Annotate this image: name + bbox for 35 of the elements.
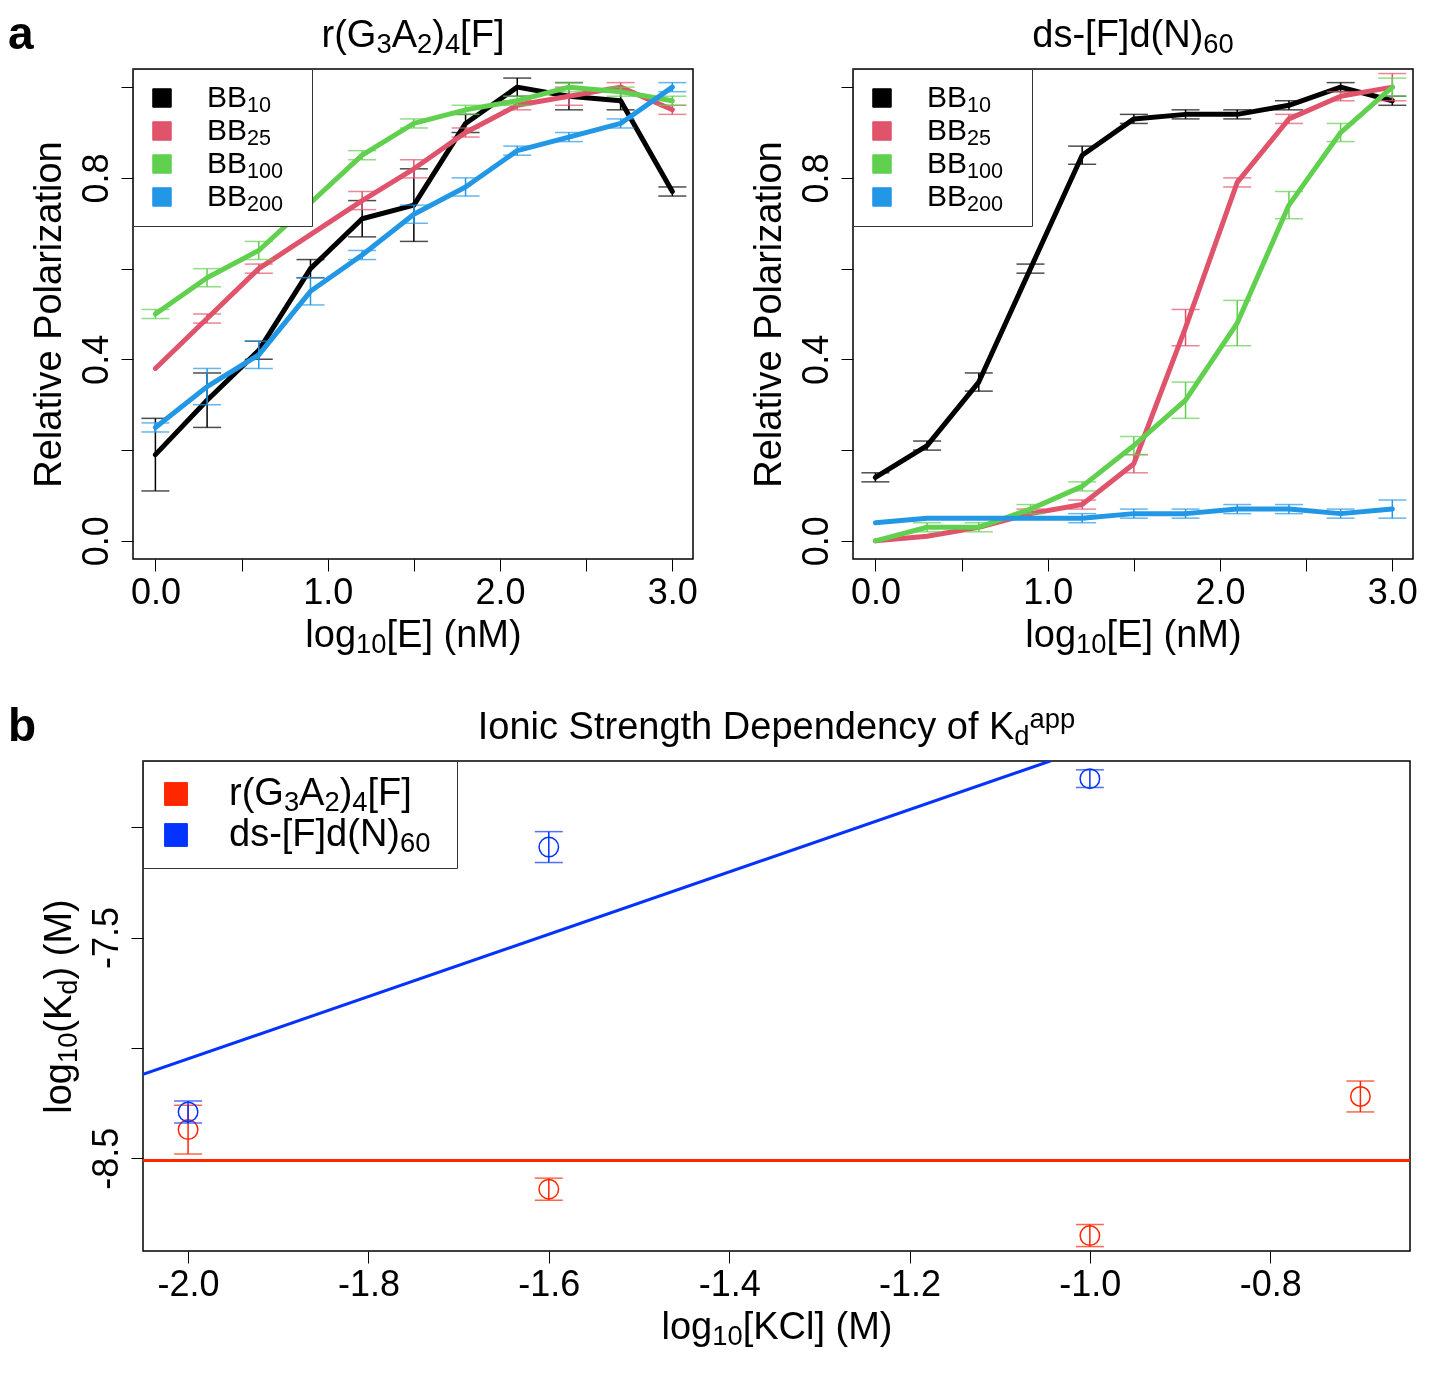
x-tick-label: -1.2 (878, 1262, 942, 1304)
y-tick-label: 0.8 (74, 153, 116, 204)
x-tick-label: 2.0 (475, 570, 526, 612)
x-axis-title: log$_{10}$[KCl] (M) (661, 1304, 893, 1351)
x-tick-label: -1.8 (337, 1262, 400, 1304)
x-tick-label: -1.4 (698, 1262, 761, 1304)
y-tick-label: -8.5 (84, 1127, 126, 1190)
x-tick-label: -2.0 (157, 1262, 220, 1304)
point (538, 836, 560, 858)
y-tick-label: 0.0 (74, 516, 116, 567)
x-axis-title: log$_{10}$[E] (nM) (305, 612, 522, 659)
x-tick-label: 0.0 (850, 570, 901, 612)
x-tick-label: -0.8 (1239, 1262, 1302, 1304)
x-tick-label: -1.0 (1059, 1262, 1122, 1304)
y-axis-title: Relative Polarization (26, 141, 69, 488)
text: b (8, 698, 37, 752)
x-axis-title: log$_{10}$[E] (nM) (1025, 612, 1242, 659)
x-tick-label: 3.0 (1367, 570, 1418, 612)
y-tick-label: -7.5 (84, 907, 126, 970)
y-tick-label: 0.0 (794, 516, 836, 567)
chart-title: ds-[F]d(N)$_{60}$ (1032, 12, 1234, 59)
point (1349, 1086, 1371, 1107)
point (177, 1119, 199, 1141)
y-tick-label: 0.8 (794, 153, 836, 204)
y-tick-label: 0.4 (794, 334, 836, 385)
chart-title: r(G$_{3}$A$_{2}$)$_{4}$[F] (321, 12, 505, 59)
x-tick-label: 2.0 (1195, 570, 1246, 612)
x-tick-label: -1.6 (518, 1262, 581, 1304)
text: a (8, 6, 34, 60)
x-tick-label: 1.0 (1023, 570, 1074, 612)
x-tick-label: 0.0 (130, 570, 181, 612)
x-tick-label: 3.0 (647, 570, 698, 612)
y-tick-label: 0.4 (74, 334, 116, 385)
x-tick-label: 1.0 (303, 570, 354, 612)
y-axis-title: Relative Polarization (746, 141, 789, 488)
